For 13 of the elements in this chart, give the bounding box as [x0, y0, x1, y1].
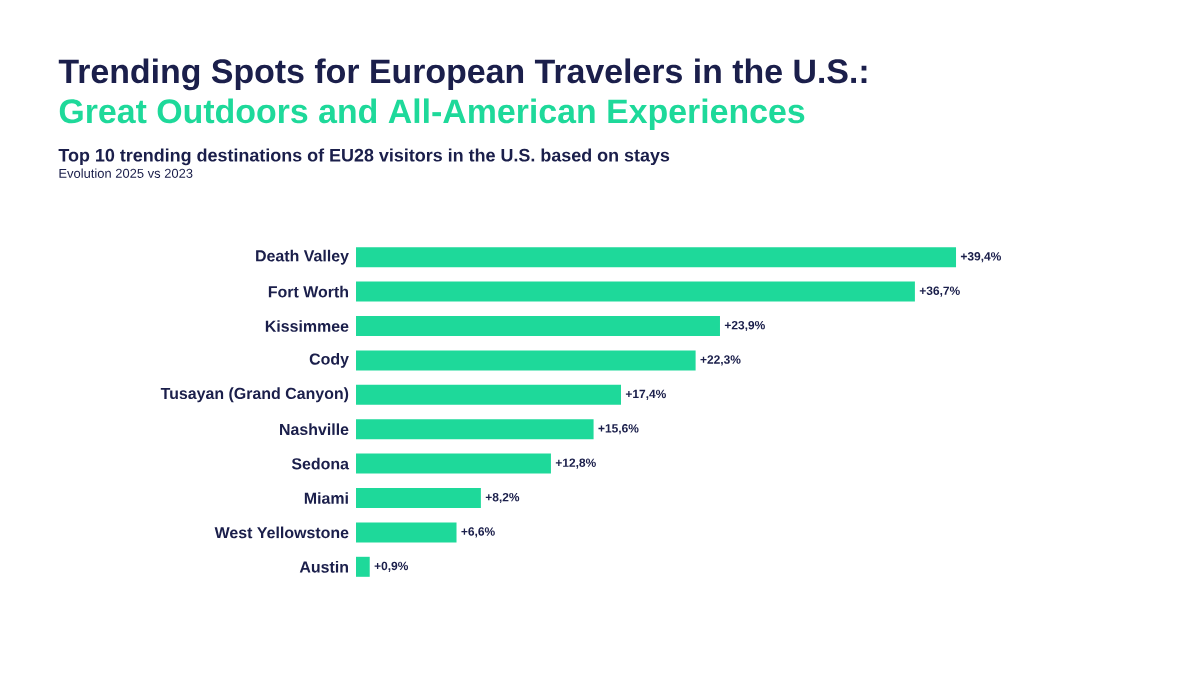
chart-title: Trending Spots for European Travelers in the U.S.:	[58, 58, 867, 91]
bar	[356, 419, 594, 440]
bar	[356, 556, 370, 577]
bar	[356, 281, 915, 302]
text: Top 10 trending destinations of EU28 visitors in the U.S. based on stays	[58, 148, 670, 166]
bar	[356, 384, 621, 405]
bar	[356, 316, 720, 337]
chart-subtitle: Great Outdoors and All-American Experiences	[59, 98, 805, 130]
bar	[356, 522, 457, 543]
bar	[356, 488, 481, 509]
bar	[356, 453, 551, 474]
bar	[356, 350, 696, 371]
bar	[356, 247, 957, 268]
